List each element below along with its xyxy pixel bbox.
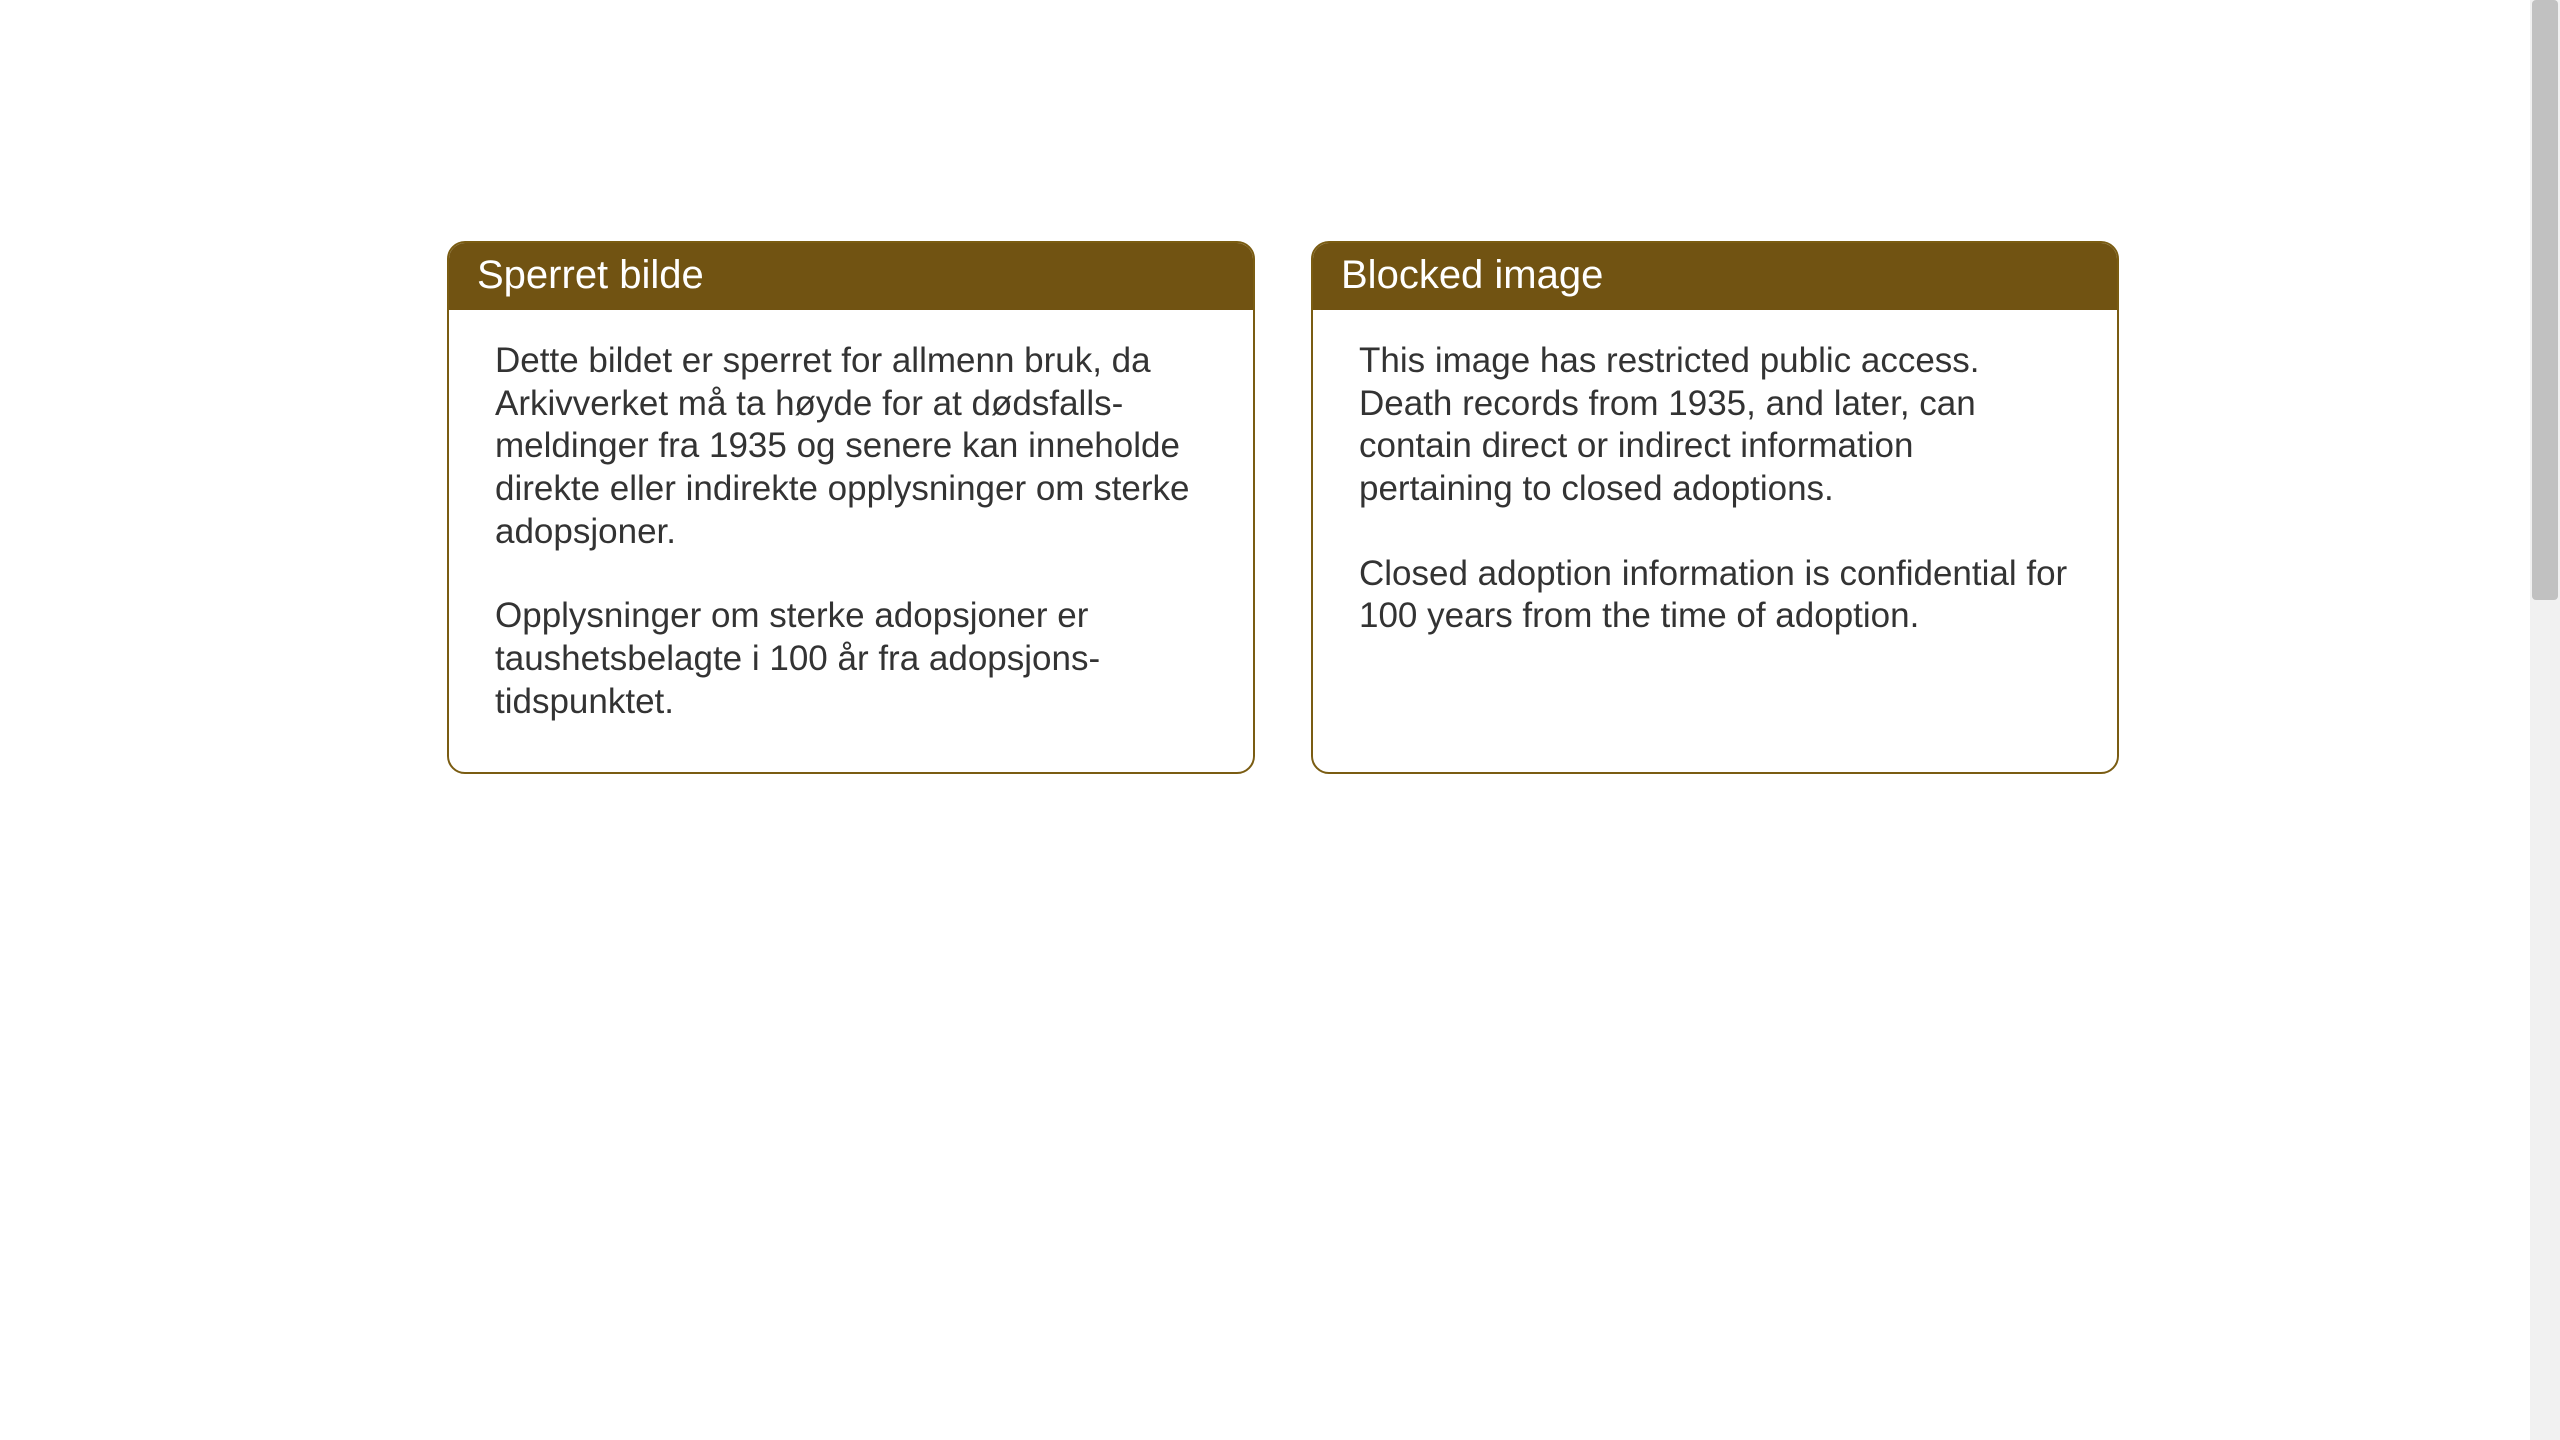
card-paragraph-norwegian-2: Opplysninger om sterke adopsjoner er tau… [495,595,1211,723]
vertical-scrollbar[interactable] [2530,0,2560,1440]
card-paragraph-english-1: This image has restricted public access.… [1359,340,2075,511]
scrollbar-thumb[interactable] [2532,0,2558,600]
card-header-english: Blocked image [1313,243,2117,310]
notice-card-norwegian: Sperret bilde Dette bildet er sperret fo… [447,241,1255,774]
card-body-english: This image has restricted public access.… [1313,310,2117,686]
card-title-english: Blocked image [1341,253,1603,297]
card-body-norwegian: Dette bildet er sperret for allmenn bruk… [449,310,1253,772]
card-title-norwegian: Sperret bilde [477,253,704,297]
card-paragraph-norwegian-1: Dette bildet er sperret for allmenn bruk… [495,340,1211,553]
card-paragraph-english-2: Closed adoption information is confident… [1359,553,2075,638]
notice-container: Sperret bilde Dette bildet er sperret fo… [447,241,2119,774]
card-header-norwegian: Sperret bilde [449,243,1253,310]
notice-card-english: Blocked image This image has restricted … [1311,241,2119,774]
